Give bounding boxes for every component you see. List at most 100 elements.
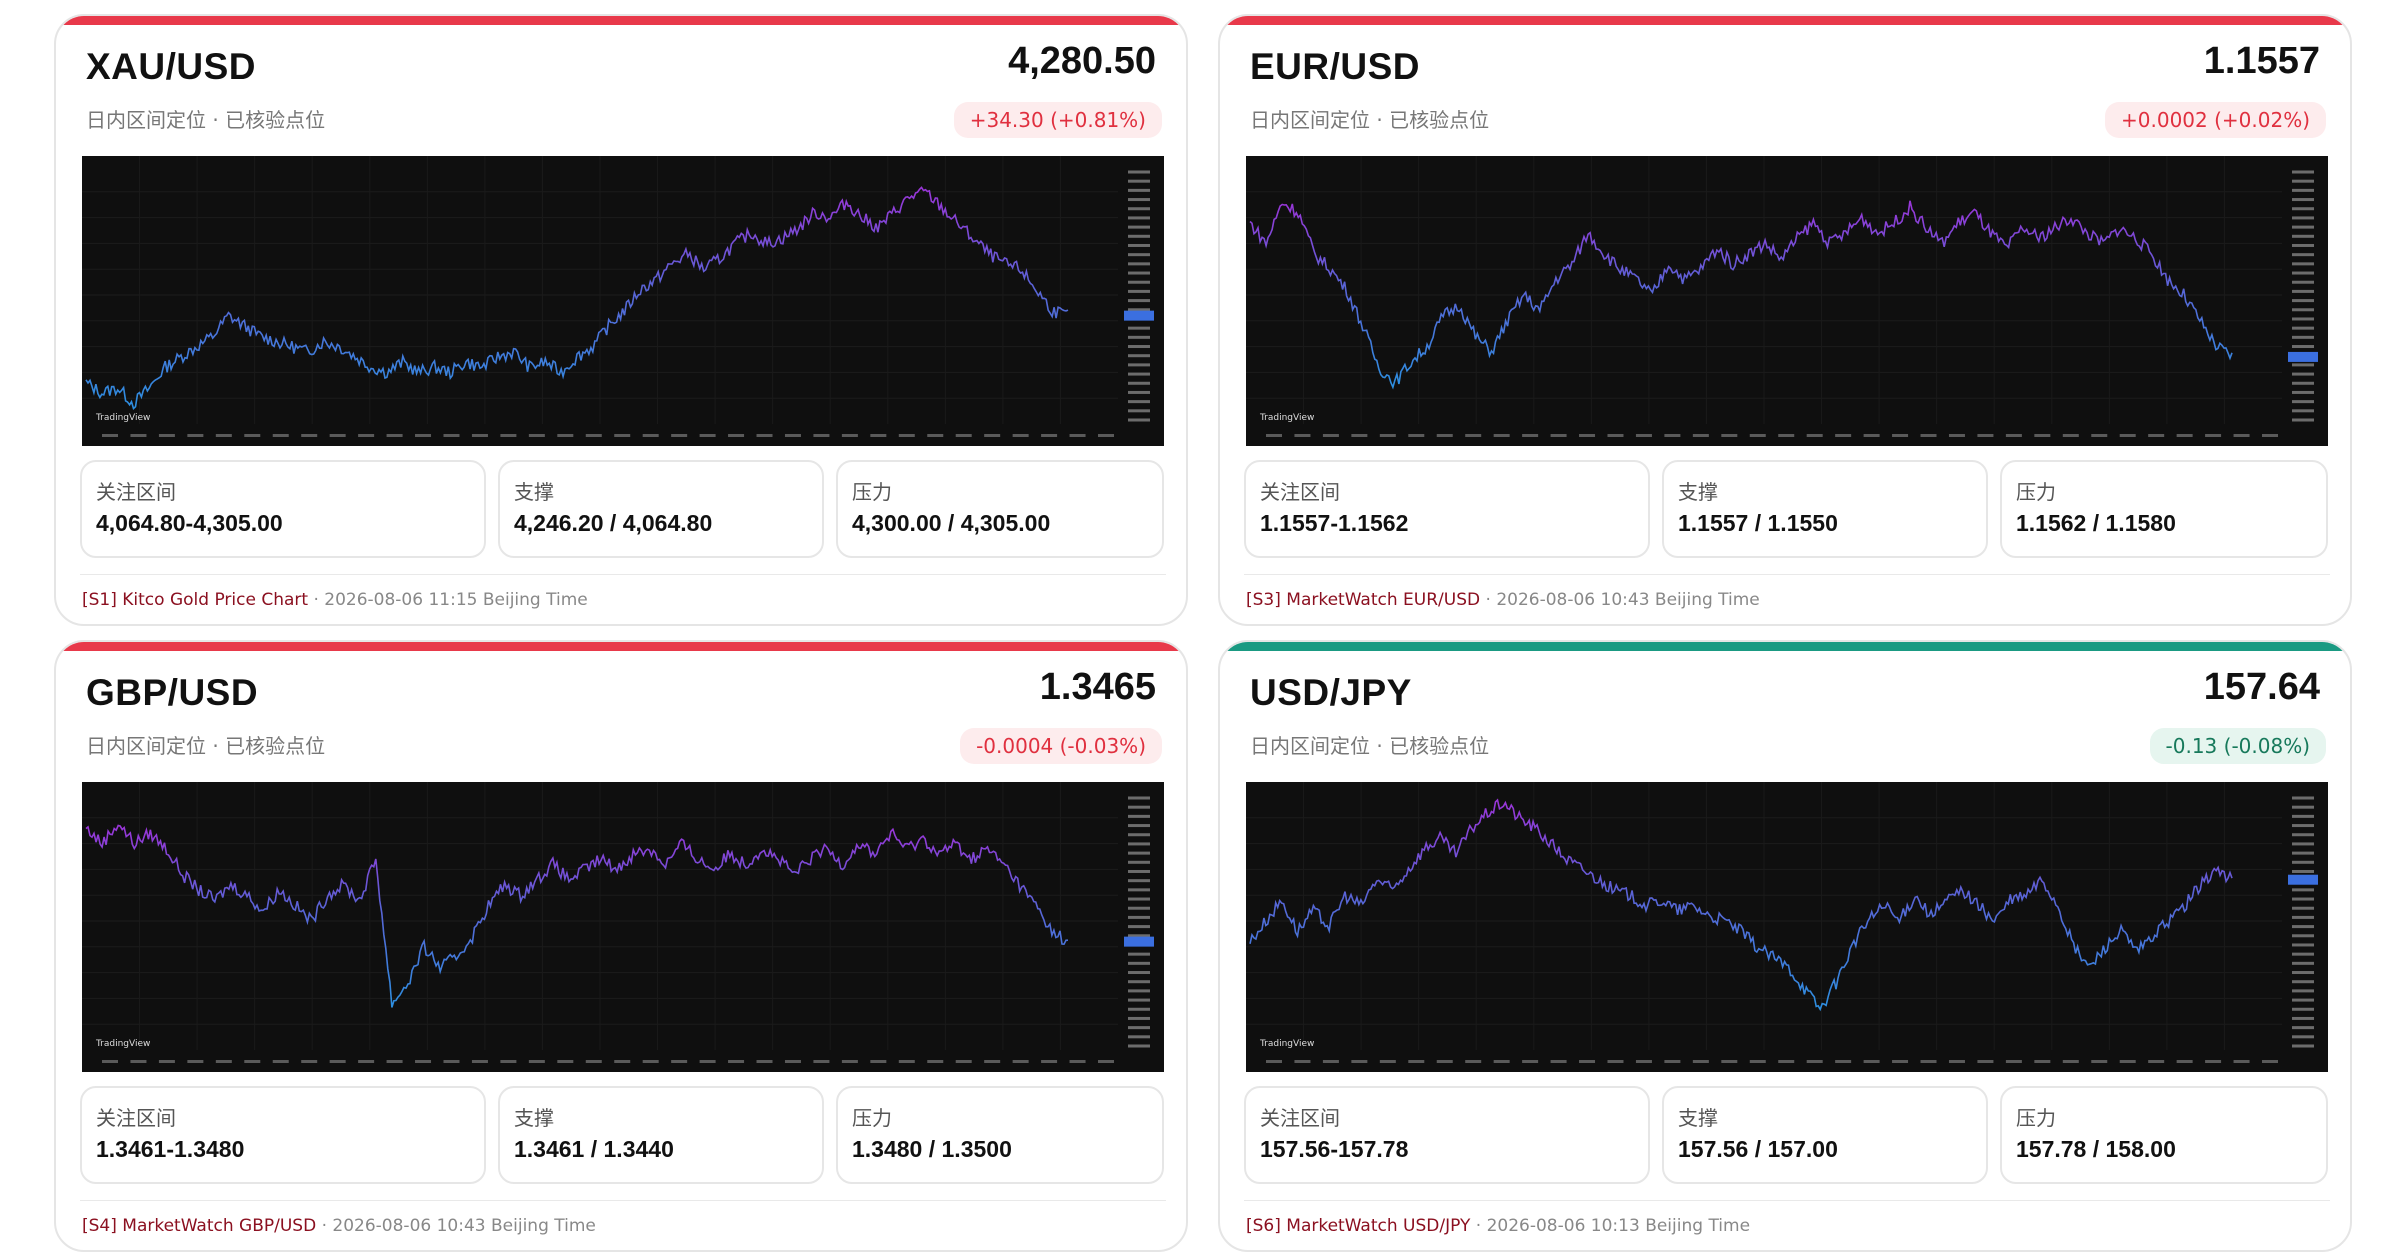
time-axis-tick <box>2148 1060 2165 1063</box>
price-axis-tick <box>2292 225 2314 229</box>
time-axis-tick <box>471 1060 488 1063</box>
level-value: 1.3461 / 1.3440 <box>514 1136 674 1162</box>
time-axis-tick <box>1920 1060 1937 1063</box>
quote-card-eurusd[interactable]: EUR/USD 日内区间定位 · 已核验点位 1.1557 +0.0002 (+… <box>1218 14 2352 626</box>
price-axis-tick <box>2292 961 2314 965</box>
time-axis-tick <box>557 434 574 437</box>
time-axis-tick <box>500 434 517 437</box>
price-axis-tick <box>1128 400 1150 404</box>
level-label: 压力 <box>2016 480 2056 504</box>
price-axis-tick <box>2292 216 2314 220</box>
price-axis-tick <box>1128 289 1150 293</box>
level-value: 1.3461-1.3480 <box>96 1136 245 1162</box>
source-link[interactable]: [S3] MarketWatch EUR/USD <box>1246 590 1481 610</box>
time-axis-tick <box>1322 434 1339 437</box>
time-axis-tick <box>1635 434 1652 437</box>
time-axis-tick <box>187 1060 204 1063</box>
price-axis-tick <box>1128 1044 1150 1048</box>
price-axis-tick <box>2292 1035 2314 1039</box>
source-time: 2026-08-06 11:15 Beijing Time <box>324 590 588 610</box>
last-price: 157.64 <box>2203 666 2320 708</box>
time-axis-tick <box>898 434 915 437</box>
quote-card-gbpusd[interactable]: GBP/USD 日内区间定位 · 已核验点位 1.3465 -0.0004 (-… <box>54 640 1188 1252</box>
source-time: 2026-08-06 10:13 Beijing Time <box>1486 1216 1751 1236</box>
pair-title: EUR/USD <box>1250 46 1421 87</box>
time-axis-tick <box>1664 434 1681 437</box>
time-axis-tick <box>1408 434 1425 437</box>
quote-card-usdjpy[interactable]: USD/JPY 日内区间定位 · 已核验点位 157.64 -0.13 (-0.… <box>1218 640 2352 1252</box>
price-axis-tick <box>1128 225 1150 229</box>
source-link[interactable]: [S4] MarketWatch GBP/USD <box>82 1216 317 1236</box>
price-axis-tick <box>2292 805 2314 809</box>
source-separator: · <box>1480 590 1497 610</box>
price-chart[interactable]: TradingView <box>82 156 1164 446</box>
time-axis-tick <box>1607 1060 1624 1063</box>
level-value: 1.1557-1.1562 <box>1260 510 1409 536</box>
price-chart[interactable]: TradingView <box>1246 156 2328 446</box>
price-axis-tick <box>1128 308 1150 312</box>
price-chart[interactable]: TradingView <box>82 782 1164 1072</box>
tradingview-logo: TradingView <box>95 1039 150 1049</box>
time-axis-tick <box>2233 434 2250 437</box>
last-price-marker <box>2288 351 2318 362</box>
level-value: 4,300.00 / 4,305.00 <box>852 510 1051 536</box>
level-boxes: 关注区间 1.1557-1.1562 支撑 1.1557 / 1.1550 压力… <box>1244 460 2330 560</box>
price-axis-tick <box>2292 345 2314 349</box>
price-series-line <box>1249 798 2233 1012</box>
price-axis-tick <box>2292 400 2314 404</box>
price-axis-tick <box>2292 198 2314 202</box>
time-axis-tick <box>1778 434 1795 437</box>
change-badge: -0.0004 (-0.03%) <box>960 728 1162 764</box>
pair-title: GBP/USD <box>86 672 259 713</box>
time-axis-tick <box>1493 434 1510 437</box>
card-accent-bar <box>56 16 1186 25</box>
time-axis-tick <box>301 1060 318 1063</box>
change-badge: -0.13 (-0.08%) <box>2149 728 2326 764</box>
price-axis-tick <box>1128 207 1150 211</box>
price-series-line <box>1249 200 2233 390</box>
price-chart[interactable]: TradingView <box>1246 782 2328 1072</box>
price-axis-tick <box>1128 326 1150 330</box>
price-axis-tick <box>2292 998 2314 1002</box>
support-box: 支撑 1.3461 / 1.3440 <box>498 1086 824 1184</box>
level-label: 压力 <box>2016 1106 2056 1130</box>
price-axis-tick <box>1128 934 1150 938</box>
price-axis-tick <box>1128 390 1150 394</box>
time-axis-tick <box>272 1060 289 1063</box>
quote-card-xauusd[interactable]: XAU/USD 日内区间定位 · 已核验点位 4,280.50 +34.30 (… <box>54 14 1188 626</box>
time-axis-tick <box>1579 1060 1596 1063</box>
source-link[interactable]: [S6] MarketWatch USD/JPY <box>1246 1216 1471 1236</box>
divider <box>80 574 1166 575</box>
price-axis-tick <box>1128 234 1150 238</box>
level-label: 压力 <box>852 480 892 504</box>
time-axis-tick <box>1749 1060 1766 1063</box>
time-axis-tick <box>614 434 631 437</box>
time-axis-tick <box>642 434 659 437</box>
time-axis-tick <box>1721 1060 1738 1063</box>
time-axis-tick <box>1522 1060 1539 1063</box>
time-axis-tick <box>1806 434 1823 437</box>
time-axis-tick <box>358 434 375 437</box>
price-axis-tick <box>2292 842 2314 846</box>
price-axis-tick <box>1128 971 1150 975</box>
last-price: 1.3465 <box>1039 666 1156 708</box>
time-axis-tick <box>1351 1060 1368 1063</box>
pair-title: XAU/USD <box>86 46 257 87</box>
price-axis-tick <box>2292 179 2314 183</box>
support-box: 支撑 1.1557 / 1.1550 <box>1662 460 1988 558</box>
time-axis-tick <box>784 434 801 437</box>
time-axis-tick <box>2005 434 2022 437</box>
time-axis-tick <box>1977 1060 1994 1063</box>
time-axis-tick <box>1635 1060 1652 1063</box>
time-axis-tick <box>2262 1060 2278 1063</box>
time-axis-tick <box>642 1060 659 1063</box>
time-axis-tick <box>1294 1060 1311 1063</box>
price-axis-tick <box>2292 833 2314 837</box>
price-axis-tick <box>2292 952 2314 956</box>
price-axis-tick <box>1128 354 1150 358</box>
price-axis-tick <box>2292 971 2314 975</box>
source-link[interactable]: [S1] Kitco Gold Price Chart <box>82 590 309 610</box>
time-axis-tick <box>443 434 460 437</box>
price-axis-tick <box>2292 170 2314 174</box>
level-boxes: 关注区间 1.3461-1.3480 支撑 1.3461 / 1.3440 压力… <box>80 1086 1166 1186</box>
